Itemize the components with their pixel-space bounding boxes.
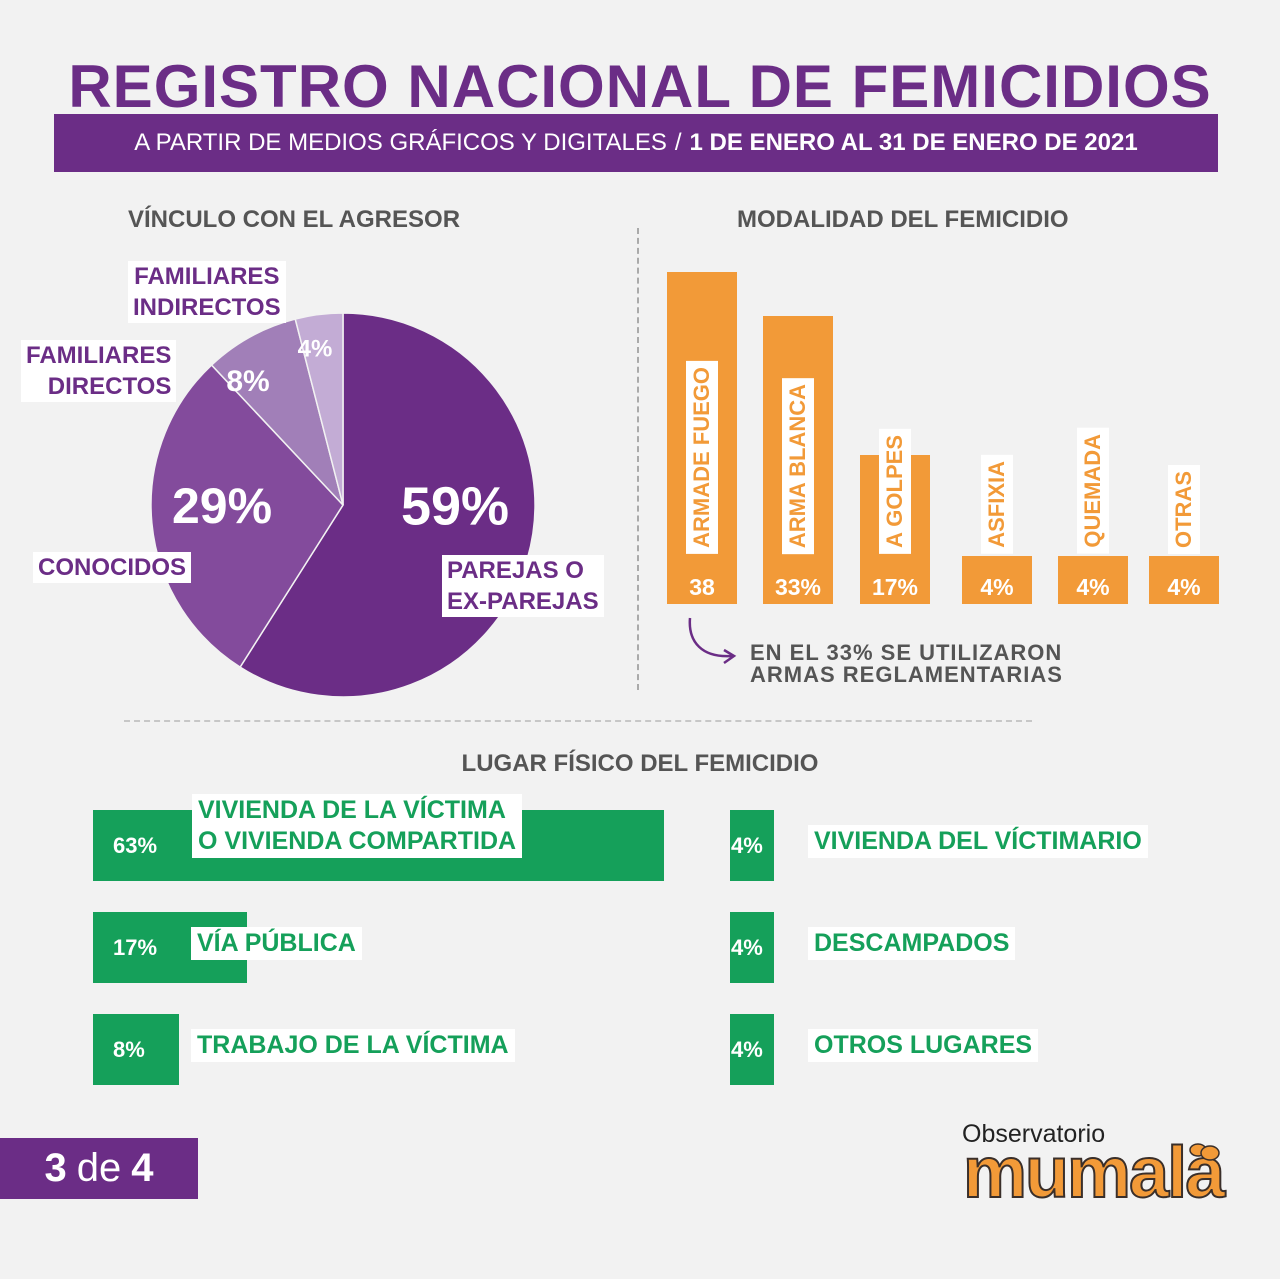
subtitle-source: A PARTIR DE MEDIOS GRÁFICOS Y DIGITALES	[134, 129, 667, 156]
pie-value-label: 29%	[172, 478, 272, 534]
place-label: OTROS LUGARES	[808, 1029, 1039, 1062]
logo-observatorio: Observatorio	[962, 1120, 1106, 1148]
place-value-label: 4%	[731, 833, 763, 858]
pie-value-label: 4%	[298, 335, 333, 362]
place-value-label: 17%	[113, 935, 158, 960]
logo-mumala: mumala	[962, 1132, 1226, 1214]
place-chart-title: LUGAR FÍSICO DEL FEMICIDIO	[461, 750, 819, 777]
bar-value-label: 4%	[1167, 574, 1201, 600]
bar-value-label: 4%	[980, 574, 1014, 600]
place-bar	[730, 912, 774, 983]
page-total: 4	[131, 1146, 154, 1190]
pie-label-familiares-indirectos: FAMILIARES INDIRECTOS	[128, 261, 286, 323]
bar-chart-title: MODALIDAD DEL FEMICIDIO	[737, 206, 1069, 233]
bar	[1149, 556, 1219, 604]
pie-chart-title: VÍNCULO CON EL AGRESOR	[128, 206, 461, 233]
bar-value-label: 17%	[871, 574, 919, 600]
curved-arrow-icon	[688, 617, 737, 665]
bar	[1058, 556, 1128, 604]
weapons-note-line2: ARMAS REGLAMENTARIAS	[750, 662, 1063, 687]
place-value-label: 4%	[731, 935, 763, 960]
bar-chart: 38 ARMADE FUEGO 33% ARMA BLANCA 17% A GOLPES 4…	[667, 272, 1219, 604]
place-label: TRABAJO DE LA VÍCTIMA	[191, 1029, 515, 1062]
place-label: DESCAMPADOS	[808, 927, 1016, 960]
page-of: de	[76, 1146, 122, 1190]
pie-label-parejas: PAREJAS O EX-PAREJAS	[442, 555, 604, 617]
place-label: VÍA PÚBLICA	[191, 927, 362, 960]
page-current: 3	[44, 1146, 67, 1190]
place-value-label: 8%	[113, 1037, 145, 1062]
weapons-note: EN EL 33% SE UTILIZARON ARMAS REGLAMENTA…	[750, 642, 1063, 686]
place-bar	[730, 810, 774, 881]
butterfly-icon	[1189, 1143, 1220, 1161]
weapons-note-line1: EN EL 33% SE UTILIZARON	[750, 640, 1063, 665]
place-value-label: 63%	[113, 833, 158, 858]
place-bar	[93, 1014, 179, 1085]
page-title: REGISTRO NACIONAL DE FEMICIDIOS	[68, 53, 1212, 120]
pie-slice	[294, 312, 344, 506]
place-chart: 63% VIVIENDA DE LA VÍCTIMA O VIVIENDA COMP…	[93, 794, 1148, 1085]
bar	[962, 556, 1032, 604]
pie-label-familiares-directos: FAMILIARES DIRECTOS	[21, 340, 177, 402]
horizontal-divider	[124, 720, 1032, 722]
place-bar	[730, 1014, 774, 1085]
place-label: VIVIENDA DE LA VÍCTIMA O VIVIENDA COMPART…	[192, 794, 523, 858]
page-indicator: 3 de 4	[0, 1138, 198, 1199]
place-label: VIVIENDA DEL VÍCTIMARIO	[808, 825, 1148, 858]
vertical-divider	[637, 228, 639, 690]
bar-value-label: 4%	[1076, 574, 1110, 600]
pie-value-label: 59%	[401, 476, 509, 536]
place-value-label: 4%	[731, 1037, 763, 1062]
pie-slice	[210, 318, 344, 506]
bar-value-label: 33%	[774, 574, 822, 600]
pie-value-label: 8%	[226, 365, 269, 398]
pie-slice	[150, 363, 344, 669]
subtitle-band: A PARTIR DE MEDIOS GRÁFICOS Y DIGITALES …	[54, 114, 1218, 172]
subtitle-period: 1 DE ENERO AL 31 DE ENERO DE 2021	[689, 129, 1138, 156]
subtitle-separator: /	[674, 129, 682, 156]
bar-value-label: 38	[689, 574, 715, 600]
pie-label-conocidos: CONOCIDOS	[33, 552, 192, 583]
